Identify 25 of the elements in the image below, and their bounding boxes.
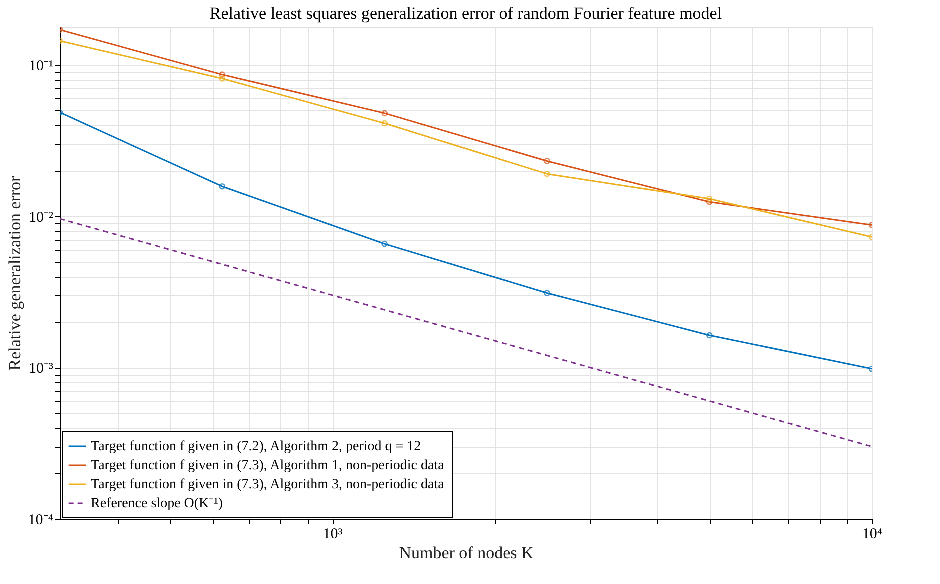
chart-title: Relative least squares generalization error of random Fourier feature model [210, 4, 722, 23]
point [544, 170, 550, 178]
x-tick-label: 10³ [323, 526, 344, 542]
point [382, 110, 388, 117]
point [706, 196, 713, 202]
legend-label: Target function f given in (7.3), Algorithm 3, non-periodic data [91, 478, 446, 492]
legend-label: Target function f given in (7.3), Algorithm 1, non-periodic data [91, 458, 446, 474]
point [706, 332, 713, 339]
point [219, 76, 226, 82]
y-tick-label: 10⁻⁴ [28, 512, 54, 528]
legend-label: Target function f given in (7.2), Algorithm 2, period q = 12 [91, 440, 422, 454]
y-tick-label: 10⁻³ [29, 361, 54, 378]
point [706, 198, 713, 206]
point [544, 158, 550, 164]
y-axis-title: Relative generalization error [5, 176, 24, 371]
point [382, 240, 388, 248]
point [544, 290, 550, 296]
x-tick-label: 10⁴ [862, 526, 883, 542]
point [219, 183, 226, 190]
point [382, 120, 388, 127]
point [219, 72, 226, 78]
x-axis-title: Number of nodes K [399, 544, 534, 562]
y-tick-label: 10⁻¹ [29, 58, 54, 74]
y-tick-label: 10⁻² [29, 210, 54, 226]
legend-label: Reference slope O(K⁻¹) [91, 496, 224, 512]
